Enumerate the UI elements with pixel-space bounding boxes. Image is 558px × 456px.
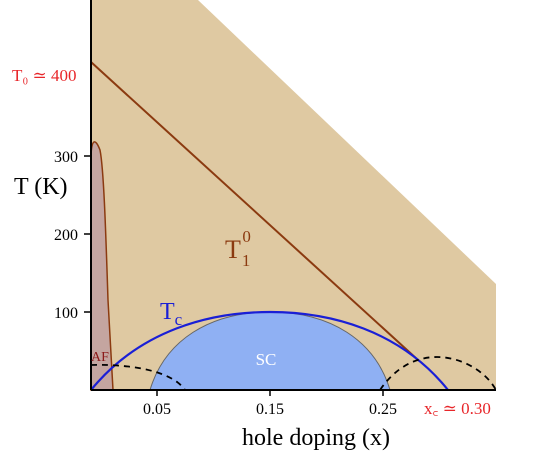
x-axis-label: hole doping (x)	[242, 425, 390, 451]
y-tick-label: 300	[54, 149, 78, 166]
t1-label-sup: 0	[242, 227, 251, 246]
x-tick-label: 0.05	[143, 401, 171, 418]
tc-label-main: T	[160, 299, 175, 325]
sc-label: SC	[256, 350, 277, 369]
dashed-curve-right	[379, 356, 497, 391]
pseudogap-region	[91, 0, 496, 390]
tc-label-sub: c	[175, 310, 183, 329]
tc-label: Tc	[160, 299, 183, 329]
af-region	[90, 141, 114, 391]
y-tick-label: 200	[54, 227, 78, 244]
t0-annotation: T₀ ≃ 400	[12, 66, 77, 85]
x-tick-label: 0.15	[256, 401, 284, 418]
t1-label-main: T	[225, 235, 241, 264]
tc-curve	[90, 310, 449, 391]
t1-label-sub: 1	[242, 251, 251, 270]
t1-label: T1 0	[225, 227, 251, 270]
y-tick-label: 100	[54, 305, 78, 322]
xc-annotation: x꜀ ≃ 0.30	[424, 399, 491, 418]
t1-line	[90, 61, 419, 361]
y-axis-label: T (K)	[14, 174, 68, 200]
af-label: AF	[91, 350, 109, 365]
x-tick-label: 0.25	[369, 401, 397, 418]
dashed-curve-left	[90, 363, 186, 391]
